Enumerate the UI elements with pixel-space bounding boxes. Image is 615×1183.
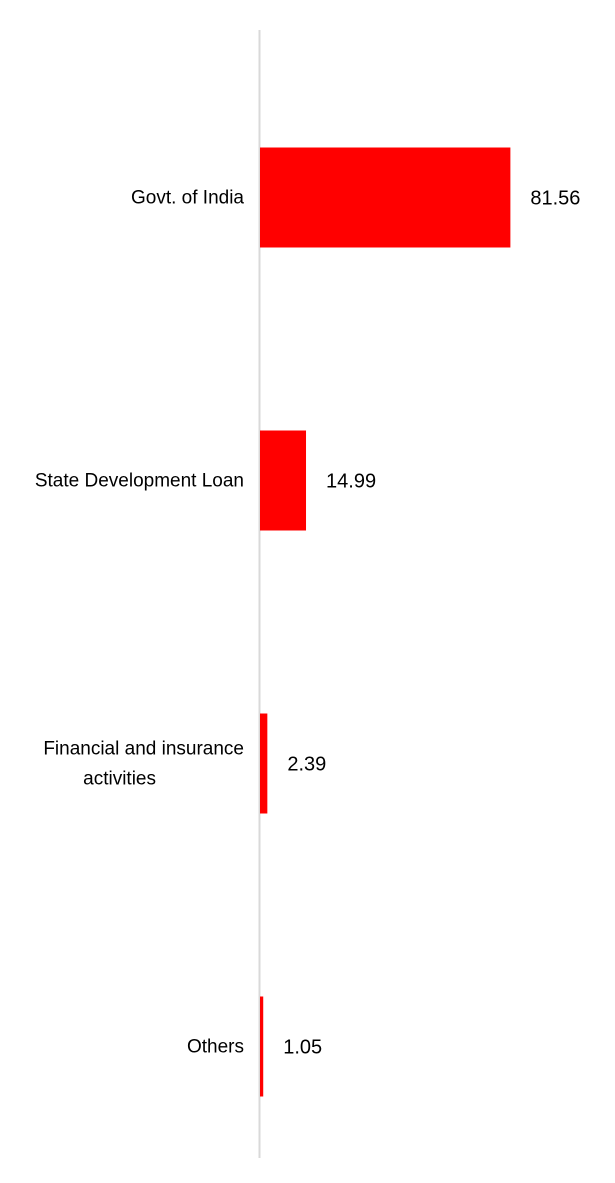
category-label-line: Financial and insurance — [43, 739, 244, 760]
bar-1 — [260, 430, 307, 531]
category-label-2: Financial and insurance activities — [43, 739, 244, 790]
bar-3 — [260, 996, 264, 1097]
category-label-line: Govt. of India — [131, 188, 244, 209]
category-label-3: Others — [187, 1037, 244, 1058]
value-label-3: 1.05 — [283, 1037, 322, 1059]
category-label-0: Govt. of India — [131, 188, 244, 209]
category-label-line: activities — [83, 769, 156, 790]
category-label-line: Others — [187, 1037, 244, 1058]
category-label-line: State Development Loan — [35, 471, 244, 492]
value-label-2: 2.39 — [287, 754, 326, 776]
category-labels-group: Govt. of India State Development Loan Fina… — [35, 188, 245, 1058]
value-label-0: 81.56 — [530, 188, 580, 210]
category-label-1: State Development Loan — [35, 471, 244, 492]
bar-2 — [260, 713, 268, 814]
value-label-1: 14.99 — [326, 471, 376, 493]
bar-0 — [260, 147, 511, 248]
value-labels-group: 81.56 14.99 2.39 1.05 — [283, 188, 580, 1059]
bars-group — [260, 147, 511, 1097]
